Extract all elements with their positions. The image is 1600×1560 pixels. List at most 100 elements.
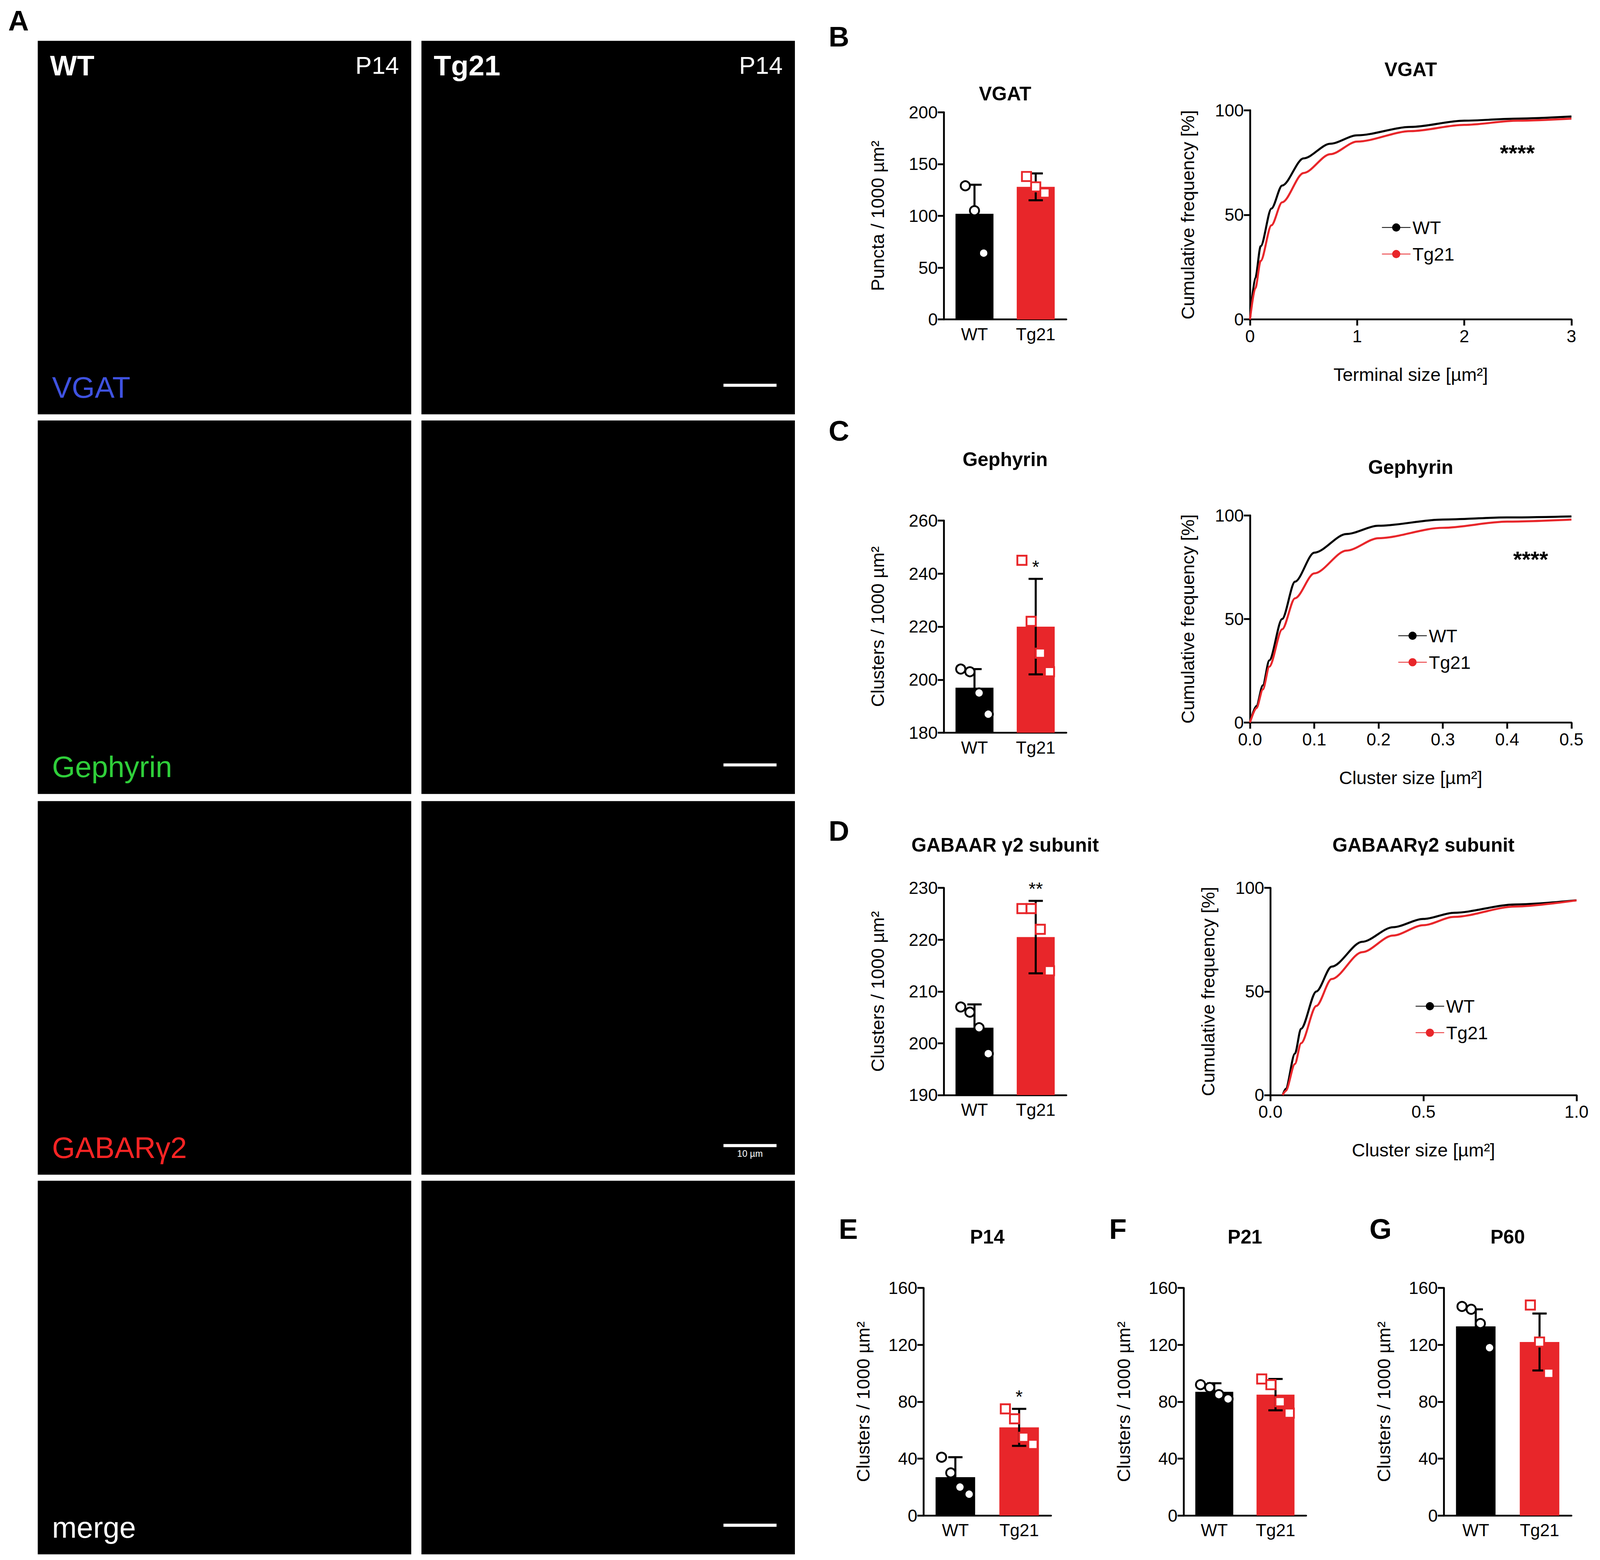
svg-text:C: C [828,414,850,447]
svg-text:1.0: 1.0 [1564,1101,1589,1122]
svg-text:Gephyrin: Gephyrin [962,448,1048,471]
svg-text:160: 160 [1148,1278,1178,1298]
svg-text:GABARγ2: GABARγ2 [51,1130,187,1165]
svg-text:P14: P14 [355,51,400,79]
svg-text:50: 50 [1244,981,1265,1001]
svg-text:VGAT: VGAT [51,370,131,404]
svg-text:B: B [828,20,850,53]
svg-text:**: ** [1028,878,1043,899]
svg-text:*: * [1015,1385,1023,1407]
svg-text:A: A [8,4,29,37]
svg-text:160: 160 [888,1278,918,1298]
svg-text:220: 220 [908,930,938,950]
svg-text:120: 120 [1408,1335,1438,1355]
svg-text:40: 40 [898,1448,918,1468]
svg-text:P14: P14 [739,51,783,79]
svg-text:120: 120 [1148,1335,1178,1355]
svg-text:80: 80 [1418,1391,1438,1411]
svg-text:Cumulative frequency [%]: Cumulative frequency [%] [1177,514,1199,724]
svg-text:190: 190 [908,1085,938,1105]
svg-text:WT: WT [1200,1520,1228,1540]
svg-text:Cluster size [µm²]: Cluster size [µm²] [1351,1139,1496,1161]
svg-text:WT: WT [1428,625,1458,647]
svg-text:80: 80 [1158,1391,1178,1411]
svg-text:Puncta / 1000 µm²: Puncta / 1000 µm² [867,140,888,292]
svg-text:Cluster size [µm²]: Cluster size [µm²] [1339,767,1483,788]
svg-text:100: 100 [908,206,938,226]
svg-text:VGAT: VGAT [1384,58,1437,81]
svg-text:40: 40 [1418,1448,1438,1468]
svg-text:P14: P14 [969,1225,1005,1248]
svg-text:0: 0 [1234,712,1245,733]
svg-text:merge: merge [51,1510,136,1544]
svg-text:160: 160 [1408,1278,1438,1298]
svg-text:WT: WT [50,49,95,82]
svg-text:50: 50 [1224,609,1244,629]
svg-text:Cumulative frequency [%]: Cumulative frequency [%] [1177,110,1199,320]
svg-text:0.5: 0.5 [1411,1101,1436,1122]
svg-text:****: **** [1500,140,1536,166]
svg-text:2: 2 [1459,326,1470,346]
svg-text:P21: P21 [1227,1225,1263,1248]
svg-text:50: 50 [1224,205,1244,225]
svg-text:Gephyrin: Gephyrin [1368,456,1454,479]
svg-text:200: 200 [908,1033,938,1053]
svg-text:GABAARγ2 subunit: GABAARγ2 subunit [1332,833,1515,856]
svg-text:Tg21: Tg21 [999,1520,1039,1540]
svg-text:Clusters / 1000 µm²: Clusters / 1000 µm² [867,910,888,1072]
svg-text:Cumulative frequency [%]: Cumulative frequency [%] [1197,886,1219,1097]
svg-text:50: 50 [918,258,938,278]
svg-text:WT: WT [1412,217,1442,238]
svg-text:****: **** [1513,546,1549,572]
svg-text:VGAT: VGAT [978,82,1032,105]
svg-text:0.1: 0.1 [1302,729,1327,749]
svg-text:WT: WT [960,737,988,758]
svg-text:180: 180 [908,723,938,743]
svg-text:100: 100 [1214,100,1244,120]
svg-text:WT: WT [1462,1520,1490,1540]
svg-text:100: 100 [1235,878,1265,898]
svg-text:240: 240 [908,564,938,584]
svg-text:WT: WT [1446,995,1475,1017]
svg-text:F: F [1109,1212,1127,1245]
svg-text:*: * [1032,556,1040,577]
svg-text:E: E [838,1212,858,1245]
svg-text:0: 0 [1167,1505,1178,1525]
svg-text:3: 3 [1566,326,1577,346]
svg-text:0.4: 0.4 [1494,729,1520,749]
svg-text:Clusters / 1000 µm²: Clusters / 1000 µm² [852,1321,874,1482]
svg-text:0.0: 0.0 [1258,1101,1283,1122]
svg-text:80: 80 [898,1391,918,1411]
svg-text:Gephyrin: Gephyrin [51,750,172,784]
svg-text:0.2: 0.2 [1366,729,1391,749]
svg-text:0.5: 0.5 [1559,729,1584,749]
svg-text:200: 200 [908,102,938,122]
svg-text:200: 200 [908,669,938,690]
svg-text:210: 210 [908,981,938,1001]
svg-text:1: 1 [1352,326,1363,346]
svg-text:Clusters / 1000 µm²: Clusters / 1000 µm² [867,546,888,707]
svg-text:0: 0 [1245,326,1256,346]
svg-text:100: 100 [1214,505,1244,525]
svg-text:Tg21: Tg21 [1519,1520,1560,1540]
svg-text:WT: WT [960,1100,988,1120]
svg-text:Tg21: Tg21 [1016,1100,1056,1120]
svg-text:0: 0 [928,309,938,329]
svg-text:0: 0 [1234,309,1245,329]
svg-text:10 µm: 10 µm [737,1148,763,1159]
svg-text:0: 0 [907,1505,918,1525]
svg-text:120: 120 [888,1335,918,1355]
svg-text:Tg21: Tg21 [1016,324,1056,344]
svg-text:Tg21: Tg21 [433,49,501,82]
svg-text:GABAAR γ2 subunit: GABAAR γ2 subunit [911,833,1099,856]
svg-text:220: 220 [908,616,938,636]
svg-text:Tg21: Tg21 [1016,737,1056,758]
svg-text:260: 260 [908,510,938,531]
svg-text:Tg21: Tg21 [1428,651,1471,673]
svg-text:0.0: 0.0 [1237,729,1263,749]
svg-text:P60: P60 [1490,1225,1525,1248]
svg-text:Terminal size [µm²]: Terminal size [µm²] [1333,364,1488,385]
svg-text:230: 230 [908,878,938,898]
svg-text:WT: WT [960,324,988,344]
svg-text:D: D [828,814,850,847]
